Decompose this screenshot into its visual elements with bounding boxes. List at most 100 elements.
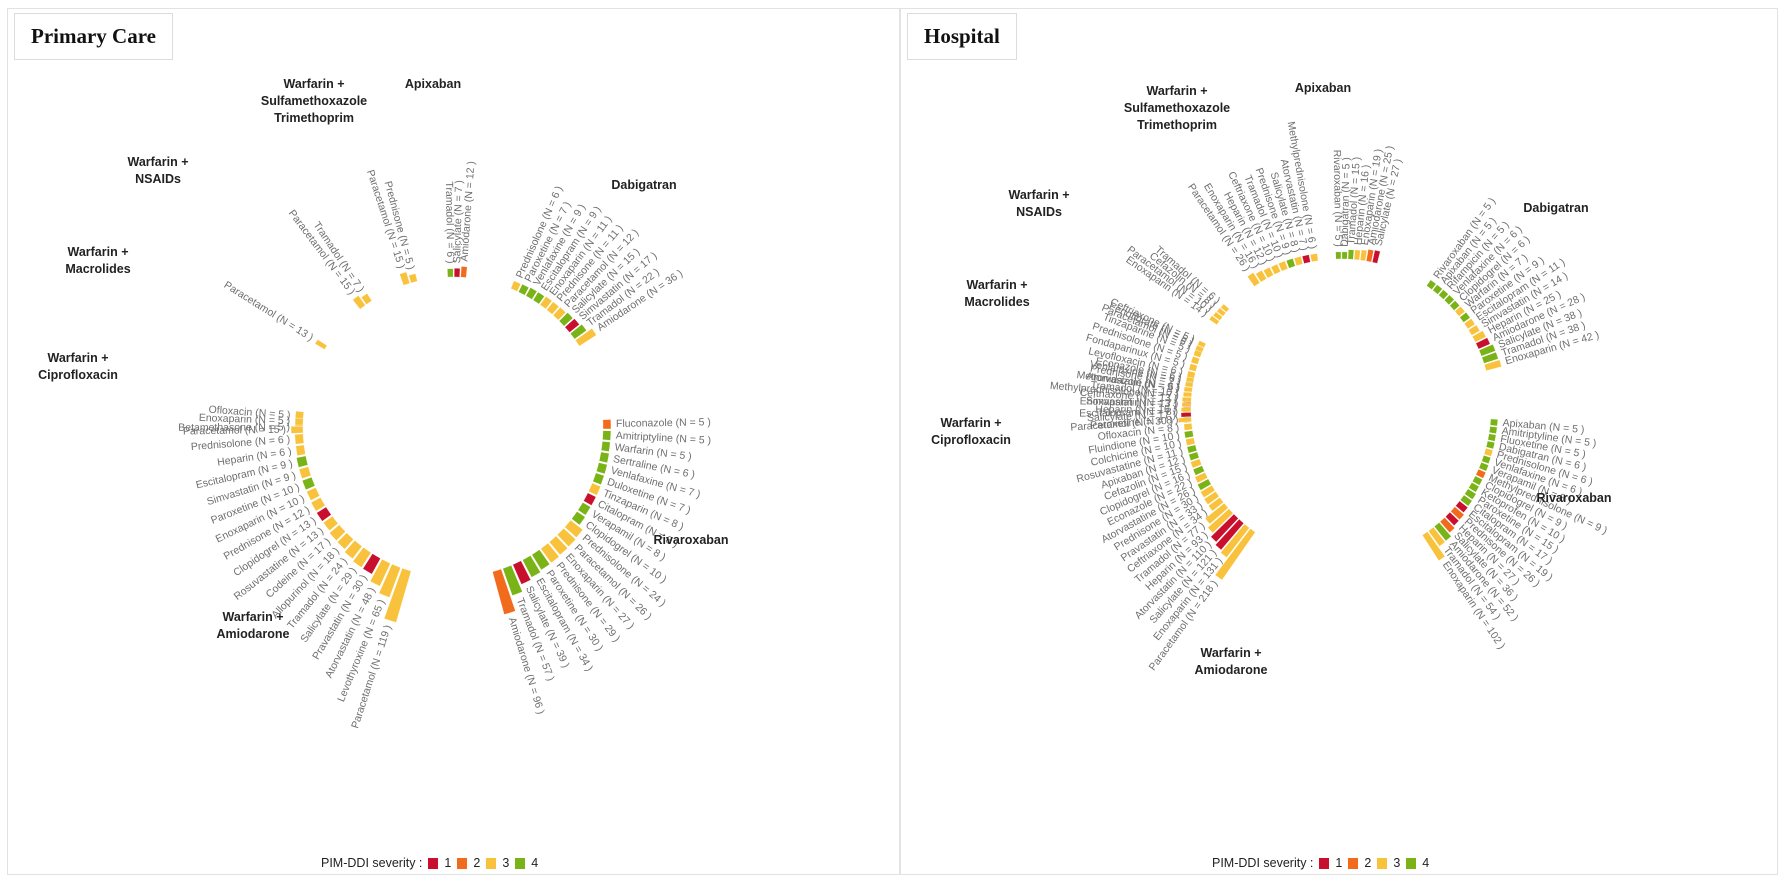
bar-paroxetine xyxy=(518,283,530,296)
bar-tramadol xyxy=(502,564,523,596)
bar-prednisone xyxy=(540,542,560,564)
bar-paracetamol xyxy=(1194,345,1205,353)
bar-prednisone xyxy=(408,273,418,284)
drug-label: Dabigatran (N = 5 ) xyxy=(1339,157,1353,247)
bar-atorvastatin xyxy=(1183,386,1193,393)
panel-title: Primary Care xyxy=(14,13,173,60)
bar-tramadol xyxy=(1481,351,1499,364)
bar-allopurinol xyxy=(337,532,354,550)
bar-rosuvastatine xyxy=(1186,444,1198,454)
bar-econazole xyxy=(1185,376,1195,383)
drug-label: Paracetamol (N = 15 ) xyxy=(183,424,286,438)
bar-salicylate xyxy=(1180,412,1192,418)
bar-escitalopram xyxy=(1463,318,1476,330)
bar-escitalopram xyxy=(522,555,541,578)
group-label: Dabigatran xyxy=(1523,201,1588,215)
drug-label: Amiodarone (N = 12 ) xyxy=(458,161,477,262)
bar-sertraline xyxy=(598,451,610,464)
bar-enoxaparin xyxy=(1220,523,1250,558)
bar-prednisone xyxy=(1200,484,1216,498)
bar-tramadol xyxy=(447,268,454,278)
bar-paracetamol xyxy=(399,271,411,286)
bar-enoxaparin xyxy=(1421,531,1446,561)
bar-salicylate xyxy=(1215,518,1245,551)
legend-swatch-3 xyxy=(1377,857,1388,869)
legend-level-4: 4 xyxy=(1422,856,1430,870)
group-label: Warfarin + Macrolides xyxy=(964,278,1029,309)
bar-salicylate xyxy=(453,268,461,278)
bar-tramadol xyxy=(1428,526,1446,547)
drug-label: Enoxaparin (N = 5 ) xyxy=(199,412,291,427)
bar-tramadol xyxy=(1278,260,1289,272)
bar-clopidogrel xyxy=(1449,300,1460,311)
drug-label: Paracetamol (N = 13 ) xyxy=(222,279,316,344)
group-label: Warfarin + Amiodarone xyxy=(217,610,290,641)
bar-tinzaparin xyxy=(588,482,601,496)
bar-tramadol xyxy=(1347,249,1355,260)
bar-salicylate xyxy=(1478,343,1496,357)
group-label: Warfarin + Ciprofloxacin xyxy=(931,416,1011,447)
bar-enoxaparin xyxy=(1208,315,1220,326)
bar-rifampicin xyxy=(1438,289,1449,300)
bar-simvastatin xyxy=(564,318,580,333)
bar-ofloxacin xyxy=(1183,423,1193,431)
drug-label: Fluconazole (N = 5 ) xyxy=(616,416,711,430)
bar-codeine xyxy=(329,524,346,541)
bar-enoxaparin xyxy=(548,535,568,556)
group-label: Apixaban xyxy=(1295,81,1351,95)
bar-prednisolone xyxy=(564,519,584,538)
bar-pravastatin xyxy=(1203,491,1220,505)
legend-swatch-1 xyxy=(428,857,439,869)
bar-citalopram xyxy=(583,492,597,506)
bar-colchicine xyxy=(1185,437,1196,446)
bar-venlafaxine xyxy=(525,287,538,300)
bar-enoxaparin xyxy=(1255,269,1267,283)
drug-label: Amitriptyline (N = 5 ) xyxy=(615,430,711,447)
legend-level-3: 3 xyxy=(1393,856,1401,870)
bar-prednisolone xyxy=(1190,355,1200,365)
bar-levofloxacin xyxy=(1186,370,1196,379)
bar-venlafaxine xyxy=(1481,455,1492,465)
bar-amiodarone xyxy=(460,266,468,278)
bar-dabigatran xyxy=(1341,251,1348,260)
bar-amiodarone xyxy=(492,568,516,615)
legend-swatch-2 xyxy=(1348,857,1359,869)
bar-paracetamol xyxy=(1212,311,1223,321)
bar-prednisone xyxy=(1450,506,1465,521)
panel-title: Hospital xyxy=(907,13,1017,60)
bar-enoxaparin xyxy=(294,417,304,426)
bar-simvastatin xyxy=(1468,324,1481,336)
drug-label: Ceftriaxone (N = 13 ) xyxy=(1079,387,1177,405)
bar-prednisolone xyxy=(1483,447,1494,457)
bar-clopidogrel xyxy=(571,511,586,526)
hospital-radial-chart: Paracetamol (N = 218 )Enoxaparin (N = 13… xyxy=(931,81,1611,677)
bar-methylprednisolone xyxy=(1309,253,1319,263)
bar-ceftriaxone xyxy=(1181,396,1192,403)
bar-fluoxetine xyxy=(1487,433,1497,442)
bar-simvastatin xyxy=(298,466,312,479)
bar-rosuvastatine xyxy=(323,515,339,531)
legend-swatch-1 xyxy=(1319,857,1330,869)
drug-label: Salicylate (N = 17 ) xyxy=(1087,409,1176,424)
drug-label: Enoxaparin (N = 13 ) xyxy=(1080,395,1177,410)
bar-rivaroxaban xyxy=(1335,251,1342,260)
group-label: Apixaban xyxy=(405,77,461,91)
bar-paroxetine xyxy=(1459,311,1471,323)
bar-salicylate xyxy=(352,547,372,568)
drug-label: Heparin (N = 16 ) xyxy=(1095,403,1176,415)
bar-dabigatran xyxy=(1485,440,1496,450)
bar-venlafaxine xyxy=(596,462,608,475)
bar-escitalopram xyxy=(532,291,545,305)
bar-paracetamol xyxy=(352,295,366,310)
bar-rivaroxaban xyxy=(1426,279,1437,290)
bar-paracetamol xyxy=(383,567,412,623)
bar-warfarin xyxy=(600,441,611,452)
bar-prednisolone xyxy=(510,280,522,292)
bar-paracetamol xyxy=(556,528,577,547)
legend-level-2: 2 xyxy=(1364,856,1372,870)
bar-ceftriaxone xyxy=(1197,340,1207,348)
bar-tramadol xyxy=(1182,391,1193,398)
bar-tramadol xyxy=(570,323,587,340)
bar-amiodarone xyxy=(1365,249,1374,263)
bar-heparin xyxy=(1180,407,1192,413)
